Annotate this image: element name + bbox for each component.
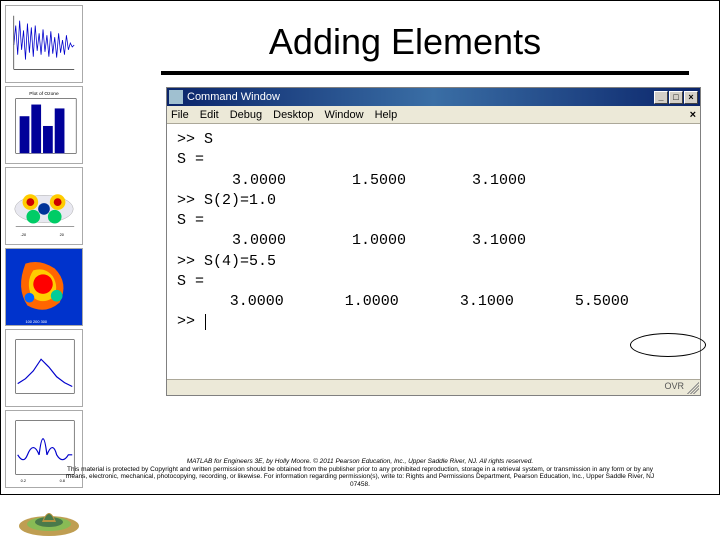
- command-window: Command Window _ □ × File Edit Debug Des…: [166, 87, 701, 396]
- command-window-body[interactable]: >> S S = 3.0000 1.5000 3.1000 >> S(2)=1.…: [167, 124, 700, 379]
- menu-undock-icon[interactable]: ×: [690, 109, 696, 121]
- thumb-bar-chart: Plot of Ozone: [5, 86, 83, 164]
- slide-title: Adding Elements: [91, 1, 719, 71]
- cmd-output-row: 3.0000 1.0000 3.1000 5.5000: [177, 292, 690, 312]
- cmd-value: 3.0000: [230, 292, 345, 312]
- svg-text:20: 20: [60, 232, 64, 237]
- menu-edit[interactable]: Edit: [200, 109, 219, 121]
- menu-file[interactable]: File: [171, 109, 189, 121]
- menu-debug[interactable]: Debug: [230, 109, 262, 121]
- cmd-line: S =: [177, 150, 690, 170]
- menu-help[interactable]: Help: [375, 109, 398, 121]
- highlight-ellipse: [630, 333, 706, 357]
- cmd-value: 3.0000: [232, 231, 352, 251]
- status-ovr: OVR: [664, 381, 684, 391]
- cmd-value: 1.0000: [352, 231, 472, 251]
- command-window-titlebar[interactable]: Command Window _ □ ×: [167, 88, 700, 106]
- command-window-menubar: File Edit Debug Desktop Window Help ×: [167, 106, 700, 124]
- cmd-value: 3.1000: [472, 171, 592, 191]
- svg-text:Plot of Ozone: Plot of Ozone: [29, 91, 59, 97]
- title-underline: [161, 71, 689, 75]
- cmd-line: S =: [177, 211, 690, 231]
- sidebar-thumbnails: Plot of Ozone -20 20: [5, 5, 85, 492]
- cmd-line: >> S(2)=1.0: [177, 191, 690, 211]
- main-content: Adding Elements Command Window _ □ × Fil…: [91, 1, 719, 494]
- slide: Plot of Ozone -20 20: [0, 0, 720, 495]
- cmd-output-row: 3.0000 1.5000 3.1000: [177, 171, 690, 191]
- menu-desktop[interactable]: Desktop: [273, 109, 313, 121]
- cmd-value-highlighted: 5.5000: [575, 292, 690, 312]
- cmd-line: S =: [177, 272, 690, 292]
- footer: MATLAB for Engineers 3E, by Holly Moore.…: [1, 458, 719, 488]
- cursor-icon: [205, 314, 206, 330]
- command-window-icon: [169, 90, 183, 104]
- cmd-line: >> S(4)=5.5: [177, 252, 690, 272]
- maximize-button[interactable]: □: [669, 91, 683, 104]
- cmd-prompt: >>: [177, 312, 690, 332]
- thumb-line-plot: [5, 329, 83, 407]
- cmd-output-row: 3.0000 1.0000 3.1000: [177, 231, 690, 251]
- command-window-title-text: Command Window: [187, 91, 654, 103]
- thumb-surface-3d: -20 20: [5, 167, 83, 245]
- svg-text:-20: -20: [21, 232, 27, 237]
- cmd-line: >> S: [177, 130, 690, 150]
- minimize-button[interactable]: _: [654, 91, 668, 104]
- svg-text:100 200 300: 100 200 300: [25, 319, 47, 324]
- cmd-value: 3.1000: [460, 292, 575, 312]
- footer-line-1: MATLAB for Engineers 3E, by Holly Moore.…: [61, 458, 659, 465]
- footer-line-2: This material is protected by Copyright …: [61, 466, 659, 488]
- cmd-value: 3.0000: [232, 171, 352, 191]
- thumb-noise-plot: [5, 5, 83, 83]
- cmd-value: 1.0000: [345, 292, 460, 312]
- menu-window[interactable]: Window: [324, 109, 363, 121]
- sombrero-decoration: [14, 496, 84, 538]
- cmd-value: 1.5000: [352, 171, 472, 191]
- close-button[interactable]: ×: [684, 91, 698, 104]
- cmd-value: 3.1000: [472, 231, 592, 251]
- resize-grip-icon[interactable]: [687, 382, 699, 394]
- window-buttons: _ □ ×: [654, 91, 698, 104]
- thumb-fractal: 100 200 300: [5, 248, 83, 326]
- command-window-statusbar: OVR: [167, 379, 700, 395]
